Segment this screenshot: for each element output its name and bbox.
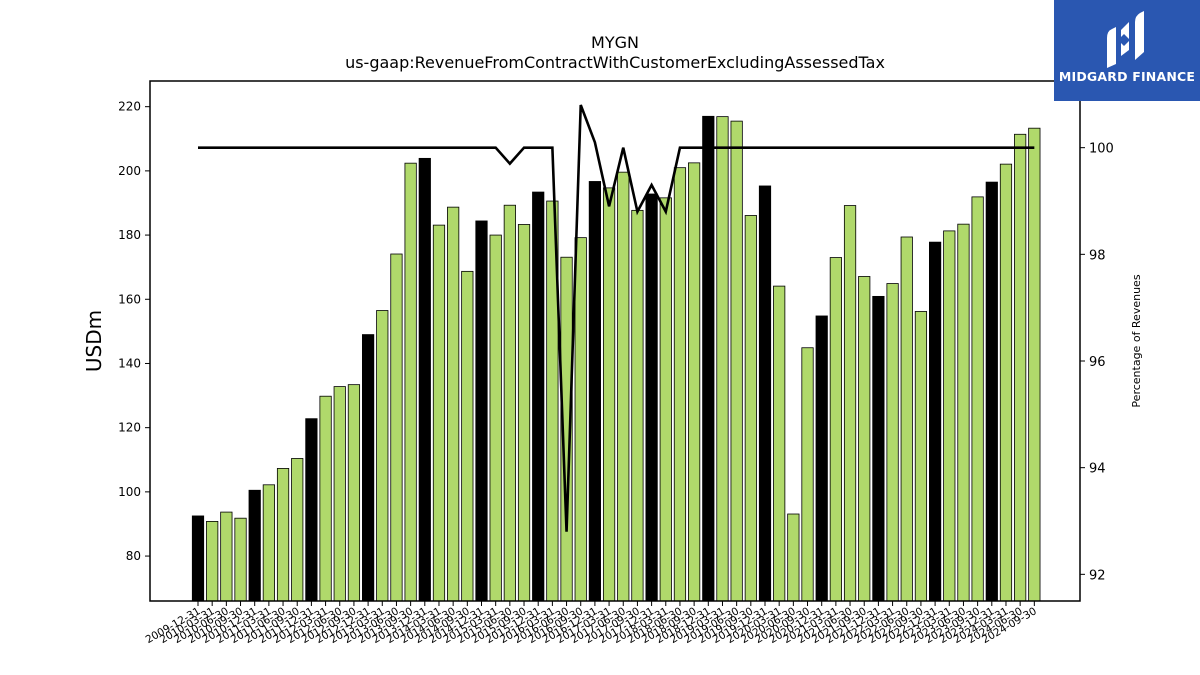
y-axis-right: 92 94 96 98 100 [1080, 142, 1114, 583]
bar-2019-09-30 [744, 215, 757, 602]
bar-2014-09-30 [461, 270, 474, 602]
bar-2009-12-31 [191, 515, 205, 602]
bar-2020-06-30 [787, 513, 800, 602]
bar-2022-06-30 [900, 236, 913, 602]
bar-2020-09-30 [801, 347, 814, 602]
bar-2018-12-31 [702, 115, 715, 602]
chart-subtitle: us-gaap:RevenueFromContractWithCustomerE… [345, 53, 885, 72]
bar-2020-03-31 [773, 285, 786, 602]
bar-2019-12-31 [758, 185, 772, 602]
y-tick-label-200: 200 [118, 164, 141, 178]
bar-2012-06-30 [333, 386, 346, 602]
plot-frame [149, 80, 1081, 602]
bar-2018-09-30 [688, 162, 701, 602]
chart-title: MYGN [591, 33, 639, 52]
y-tick-label-100: 100 [118, 485, 141, 499]
bar-2021-03-31 [829, 257, 842, 602]
y-axis-left: 80 100 120 140 160 180 200 220 [118, 100, 150, 563]
bar-2012-12-31 [361, 334, 375, 602]
bar-2017-09-30 [631, 209, 644, 602]
y-tick-label-80: 80 [126, 549, 141, 563]
bar-2017-06-30 [617, 171, 630, 602]
bar-2015-09-30 [517, 224, 531, 602]
bar-2018-03-31 [659, 197, 672, 602]
midgard-m-logo-icon [1107, 11, 1144, 68]
brand-logo: MIDGARD FINANCE [1054, 0, 1200, 101]
bar-2024-06-30 [1014, 133, 1027, 602]
bar-2012-09-30 [347, 384, 361, 602]
bar-2022-03-31 [886, 283, 899, 602]
bar-2011-12-31 [305, 418, 318, 602]
bar-2023-03-31 [943, 230, 956, 602]
percentage-line [198, 104, 1035, 532]
bar-2018-06-30 [673, 167, 687, 602]
bar-2024-03-31 [999, 163, 1013, 602]
bar-2014-12-31 [475, 220, 488, 602]
bar-2021-09-30 [858, 276, 871, 602]
bar-2010-06-30 [220, 511, 233, 602]
bar-2015-12-31 [532, 191, 545, 602]
bar-2013-09-30 [404, 162, 417, 602]
bar-2023-06-30 [957, 223, 970, 602]
bar-2021-06-30 [843, 205, 857, 602]
y2-tick-label-94: 94 [1089, 462, 1106, 477]
bar-2010-12-31 [248, 489, 261, 602]
y-tick-label-160: 160 [118, 292, 141, 306]
bar-2023-09-30 [971, 196, 984, 602]
y2-axis-label: Percentage of Revenues [1130, 274, 1143, 407]
y-tick-label-120: 120 [118, 421, 141, 435]
bar-2011-06-30 [276, 468, 290, 602]
bar-2012-03-31 [319, 395, 332, 602]
bar-2019-03-31 [716, 116, 729, 602]
bar-2015-03-31 [489, 234, 502, 602]
bar-2024-09-30 [1028, 127, 1041, 602]
bar-2011-03-31 [262, 484, 275, 602]
bar-2017-03-31 [602, 187, 616, 602]
y2-tick-label-96: 96 [1089, 355, 1106, 370]
percentage-line-group [198, 104, 1035, 532]
bar-2014-06-30 [447, 206, 460, 602]
bar-2021-12-31 [872, 295, 885, 602]
y2-tick-label-92: 92 [1089, 568, 1106, 583]
bar-2017-12-31 [645, 193, 658, 602]
bar-2016-12-31 [588, 181, 602, 602]
brand-name: MIDGARD FINANCE [1059, 69, 1195, 84]
bar-2020-12-31 [815, 315, 828, 602]
bars-group [191, 115, 1041, 602]
bar-2011-09-30 [291, 458, 304, 602]
bar-2013-03-31 [376, 310, 389, 602]
bar-2013-06-30 [390, 253, 403, 602]
bar-2016-09-30 [574, 237, 587, 602]
bar-2010-03-31 [206, 521, 219, 602]
bar-2014-03-31 [432, 224, 446, 602]
bar-2019-06-30 [730, 120, 743, 602]
bar-2013-12-31 [418, 157, 431, 602]
y2-tick-label-98: 98 [1089, 248, 1106, 263]
y-tick-label-180: 180 [118, 228, 141, 242]
bar-2010-09-30 [234, 517, 247, 602]
y2-tick-label-100: 100 [1089, 142, 1114, 157]
y-axis-label: USDm [82, 310, 106, 372]
x-axis: 2009-12-312010-03-312010-06-302010-09-30… [144, 601, 1039, 646]
bar-2022-09-30 [914, 311, 928, 602]
y-tick-label-140: 140 [118, 356, 141, 370]
bar-2023-12-31 [985, 181, 998, 602]
bar-2015-06-30 [503, 204, 516, 602]
y-tick-label-220: 220 [118, 100, 141, 114]
bar-2022-12-31 [929, 241, 942, 602]
